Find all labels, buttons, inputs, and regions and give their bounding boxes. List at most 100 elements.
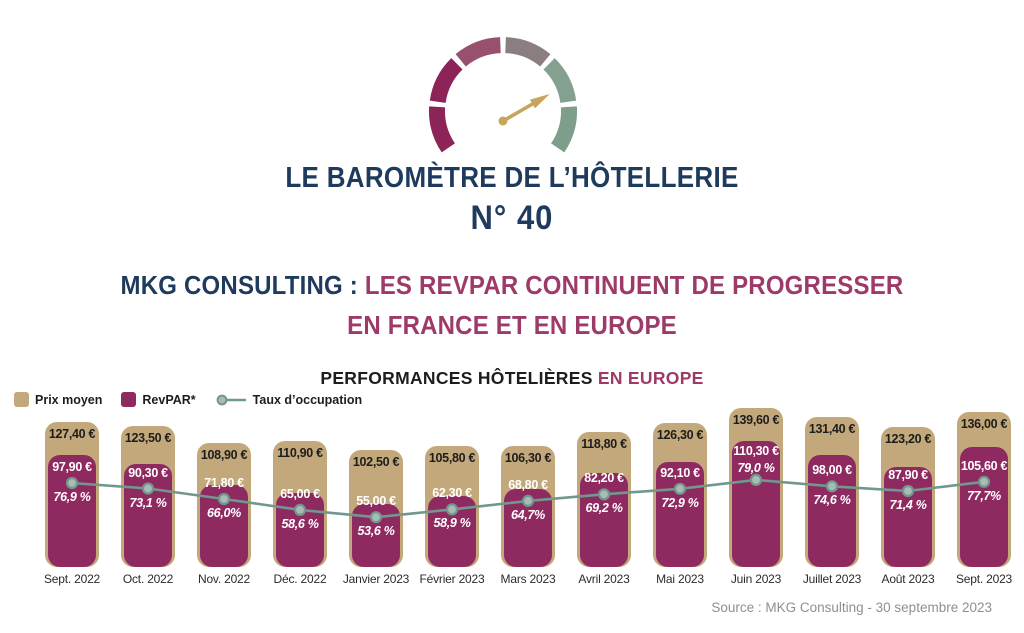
prix-moyen-value-label: 102,50 € — [352, 455, 400, 470]
occupancy-dot — [597, 488, 611, 501]
gauge-segment-3 — [504, 37, 551, 67]
month-label: Sept. 2023 — [955, 572, 1013, 586]
occupancy-dot — [293, 503, 307, 516]
occupancy-value-label: 71,4 % — [889, 498, 927, 513]
prix-moyen-value-label: 118,80 € — [581, 436, 627, 451]
month-label: Août 2023 — [881, 572, 935, 586]
chart-title: PERFORMANCES HÔTELIÈRES EN EUROPE — [0, 368, 1024, 389]
occupancy-dot — [749, 473, 763, 486]
gauge-needle — [502, 100, 537, 123]
occupancy-value-label: 76,9 % — [53, 489, 91, 504]
occupancy-value-label: 64,7% — [511, 507, 545, 522]
occupancy-value-label: 79,0 % — [737, 461, 775, 476]
prix-moyen-value-label: 126,30 € — [656, 428, 704, 443]
revpar-value-label: 90,30 € — [128, 465, 168, 480]
gauge-segment-0 — [429, 106, 456, 153]
occupancy-value-label: 66,0% — [207, 505, 241, 520]
month-label: Mars 2023 — [500, 572, 556, 586]
month-label: Janvier 2023 — [342, 572, 410, 586]
occupancy-dot — [521, 494, 535, 507]
occupancy-dot — [673, 482, 687, 495]
legend-label-prix-moyen: Prix moyen — [35, 392, 103, 407]
month-label: Oct. 2022 — [122, 572, 174, 586]
month-label: Juillet 2023 — [802, 572, 862, 586]
revpar-bar — [656, 462, 704, 567]
revpar-value-label: 55,00 € — [356, 494, 396, 509]
occupancy-dot — [825, 480, 839, 493]
revpar-bar — [732, 441, 780, 567]
gauge-needle-arrowhead-icon — [529, 94, 550, 109]
revpar-value-label: 68,80 € — [508, 477, 548, 492]
revpar-bar — [884, 466, 932, 567]
occupancy-dot — [369, 511, 383, 524]
prix-moyen-value-label: 127,40 € — [48, 426, 96, 441]
month-label: Mai 2023 — [656, 572, 704, 586]
month-label: Juin 2023 — [730, 572, 782, 586]
headline-line1: LES REVPAR CONTINUENT DE PROGRESSER — [364, 271, 904, 301]
prix-moyen-value-label: 108,90 € — [200, 447, 248, 462]
chart-title-accent: EN EUROPE — [597, 368, 704, 388]
occupancy-dot — [217, 492, 231, 506]
occupancy-value-label: 73,1 % — [129, 495, 167, 510]
revpar-bar — [48, 455, 96, 567]
prix-moyen-value-label: 105,80 € — [428, 451, 476, 466]
occupancy-dot — [65, 476, 79, 490]
legend-item-occupation: Taux d’occupation — [215, 392, 363, 407]
month-label: Sept. 2022 — [43, 572, 101, 586]
revpar-value-label: 98,00 € — [812, 463, 852, 478]
revpar-bar — [960, 446, 1008, 567]
revpar-bar — [124, 464, 172, 567]
occupancy-dot — [901, 484, 915, 498]
revpar-value-label: 82,20 € — [584, 471, 624, 486]
chart-legend: Prix moyen RevPAR* Taux d’occupation — [14, 392, 362, 407]
month-label: Février 2023 — [419, 572, 485, 586]
legend-label-occupation: Taux d’occupation — [252, 392, 363, 407]
legend-item-prix-moyen: Prix moyen — [14, 392, 102, 407]
occupancy-value-label: 77,7% — [967, 488, 1001, 503]
gauge-segment-2 — [455, 37, 502, 67]
revpar-value-label: 110,30 € — [733, 444, 779, 459]
revpar-value-label: 62,30 € — [432, 486, 472, 501]
revpar-value-label: 87,90 € — [888, 468, 928, 483]
occupancy-value-label: 58,6 % — [281, 516, 319, 531]
occupancy-dot — [445, 503, 459, 516]
revpar-bar — [808, 455, 856, 567]
prix-moyen-value-label: 106,30 € — [504, 450, 552, 465]
source-note: Source : MKG Consulting - 30 septembre 2… — [711, 600, 992, 615]
revpar-value-label: 71,80 € — [204, 475, 244, 490]
barometer-gauge-icon — [421, 33, 585, 165]
legend-item-revpar: RevPAR* — [121, 392, 196, 407]
legend-label-revpar: RevPAR* — [142, 392, 196, 407]
month-label: Déc. 2022 — [273, 572, 327, 586]
month-label: Nov. 2022 — [197, 572, 250, 586]
occupancy-value-label: 69,2 % — [585, 501, 623, 516]
gauge-segment-1 — [429, 58, 463, 104]
revpar-value-label: 92,10 € — [660, 465, 700, 480]
chart-title-main: PERFORMANCES HÔTELIÈRES — [320, 368, 598, 388]
occupancy-value-label: 53,6 % — [357, 524, 395, 539]
prix-moyen-value-label: 139,60 € — [732, 412, 780, 427]
revpar-value-label: 65,00 € — [280, 486, 320, 501]
occupancy-value-label: 74,6 % — [813, 493, 851, 508]
occupancy-value-label: 72,9 % — [661, 495, 699, 510]
headline: MKG CONSULTING : LES REVPAR CONTINUENT D… — [0, 266, 1024, 346]
prix-moyen-value-label: 123,20 € — [884, 431, 932, 446]
gauge-pivot-icon — [498, 116, 508, 126]
occupancy-value-label: 58,9 % — [433, 516, 471, 531]
revpar-value-label: 105,60 € — [960, 458, 1008, 473]
prix-moyen-swatch-icon — [14, 392, 29, 407]
headline-line2: EN FRANCE ET EN EUROPE — [347, 311, 677, 341]
prix-moyen-value-label: 136,00 € — [960, 417, 1008, 432]
issue-number: N° 40 — [470, 198, 554, 237]
gauge-segment-5 — [550, 106, 577, 153]
occupancy-dot — [141, 482, 155, 495]
gauge-svg — [429, 37, 577, 153]
prix-moyen-value-label: 110,90 € — [277, 445, 323, 460]
occupancy-line-dot-icon — [216, 394, 246, 405]
revpar-value-label: 97,90 € — [52, 459, 92, 474]
occupancy-dot — [977, 475, 991, 488]
gauge-segment-4 — [543, 58, 577, 104]
